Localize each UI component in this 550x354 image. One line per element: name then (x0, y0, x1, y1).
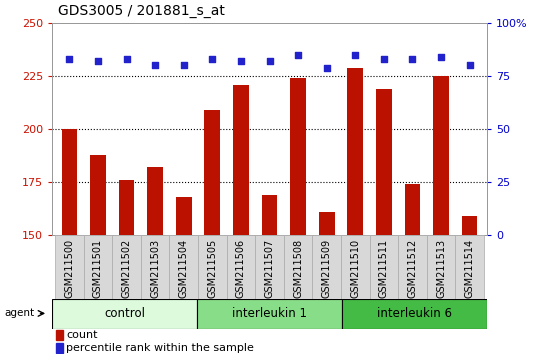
Text: GDS3005 / 201881_s_at: GDS3005 / 201881_s_at (58, 4, 224, 18)
Bar (348, 68, 363, 354)
Bar (398, 235, 427, 299)
Bar (56, 331, 63, 340)
Bar (405, 184, 420, 354)
Bar (255, 235, 284, 299)
Text: agent: agent (4, 308, 34, 318)
Bar (141, 235, 169, 299)
Text: GSM211510: GSM211510 (350, 239, 360, 298)
Text: GSM211504: GSM211504 (179, 239, 189, 298)
Bar (56, 343, 63, 353)
Bar (84, 235, 112, 299)
Text: GSM211503: GSM211503 (150, 239, 160, 298)
Bar (119, 180, 134, 354)
Point (208, 56, 217, 62)
Point (465, 63, 474, 68)
Bar (370, 235, 398, 299)
Point (151, 63, 160, 68)
Bar (427, 235, 455, 299)
Point (179, 63, 188, 68)
Bar (176, 197, 191, 354)
Bar (312, 235, 341, 299)
Bar (342, 299, 487, 329)
Point (265, 58, 274, 64)
Bar (455, 235, 484, 299)
Bar (62, 129, 77, 354)
Bar (262, 195, 277, 354)
Bar (205, 110, 220, 354)
Bar (169, 235, 198, 299)
Text: GSM211511: GSM211511 (379, 239, 389, 298)
Text: GSM211512: GSM211512 (408, 239, 417, 298)
Point (94, 58, 102, 64)
Bar (376, 89, 392, 354)
Bar (197, 299, 342, 329)
Bar (227, 235, 255, 299)
Point (122, 56, 131, 62)
Text: GSM211500: GSM211500 (64, 239, 74, 298)
Text: control: control (104, 308, 145, 320)
Point (65, 56, 74, 62)
Text: percentile rank within the sample: percentile rank within the sample (66, 343, 254, 353)
Text: GSM211506: GSM211506 (236, 239, 246, 298)
Bar (433, 76, 449, 354)
Point (379, 56, 388, 62)
Bar (55, 235, 84, 299)
Point (408, 56, 417, 62)
Text: GSM211505: GSM211505 (207, 239, 217, 298)
Bar (147, 167, 163, 354)
Point (322, 65, 331, 70)
Point (351, 52, 360, 58)
Text: count: count (66, 330, 97, 340)
Text: GSM211509: GSM211509 (322, 239, 332, 298)
Bar (52, 299, 197, 329)
Bar (112, 235, 141, 299)
Text: interleukin 1: interleukin 1 (232, 308, 307, 320)
Text: GSM211507: GSM211507 (265, 239, 274, 298)
Bar (90, 155, 106, 354)
Bar (341, 235, 370, 299)
Text: GSM211502: GSM211502 (122, 239, 131, 298)
Bar (284, 235, 312, 299)
Text: GSM211513: GSM211513 (436, 239, 446, 298)
Text: GSM211514: GSM211514 (465, 239, 475, 298)
Point (236, 58, 245, 64)
Text: GSM211508: GSM211508 (293, 239, 303, 298)
Point (437, 54, 446, 60)
Point (294, 52, 302, 58)
Text: GSM211501: GSM211501 (93, 239, 103, 298)
Bar (462, 216, 477, 354)
Bar (319, 212, 334, 354)
Bar (290, 78, 306, 354)
Bar (233, 85, 249, 354)
Text: interleukin 6: interleukin 6 (377, 308, 452, 320)
Bar (198, 235, 227, 299)
